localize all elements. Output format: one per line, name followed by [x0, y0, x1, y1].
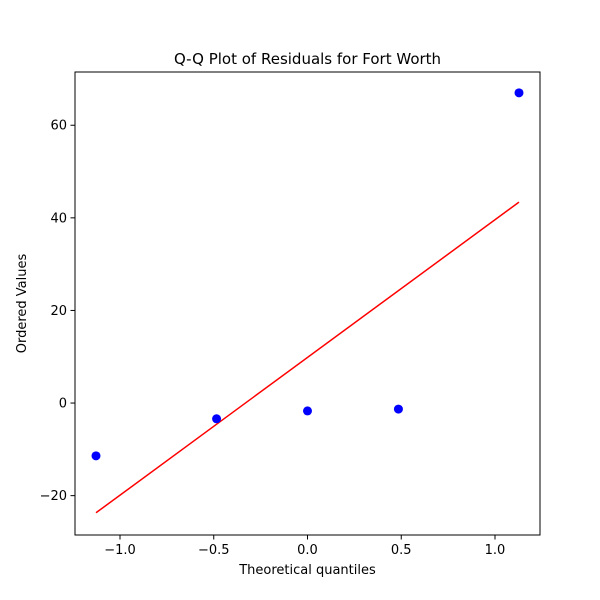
x-tick-label: 0.0: [297, 543, 318, 558]
y-axis-label: Ordered Values: [15, 254, 30, 354]
x-axis-ticks: −1.0 −0.5 0.0 0.5 1.0: [104, 535, 505, 558]
x-tick-label: 0.5: [391, 543, 412, 558]
data-point: [91, 451, 101, 461]
y-tick-label: 60: [50, 119, 67, 134]
y-tick-label: −20: [40, 489, 67, 504]
fit-line: [95, 201, 520, 514]
chart-title: Q-Q Plot of Residuals for Fort Worth: [174, 50, 441, 68]
plot-content: [91, 88, 524, 514]
x-axis-label: Theoretical quantiles: [238, 563, 376, 578]
data-point: [393, 404, 403, 414]
x-tick-label: −0.5: [198, 543, 230, 558]
y-tick-label: 40: [50, 211, 67, 226]
y-axis-ticks: −20 0 20 40 60: [40, 119, 75, 504]
data-point: [212, 414, 222, 424]
x-tick-label: −1.0: [104, 543, 136, 558]
data-point: [514, 88, 524, 98]
plot-frame: [74, 71, 541, 536]
data-point: [303, 406, 312, 416]
y-tick-label: 0: [59, 397, 67, 412]
x-tick-label: 1.0: [485, 543, 506, 558]
y-tick-label: 20: [50, 304, 67, 319]
